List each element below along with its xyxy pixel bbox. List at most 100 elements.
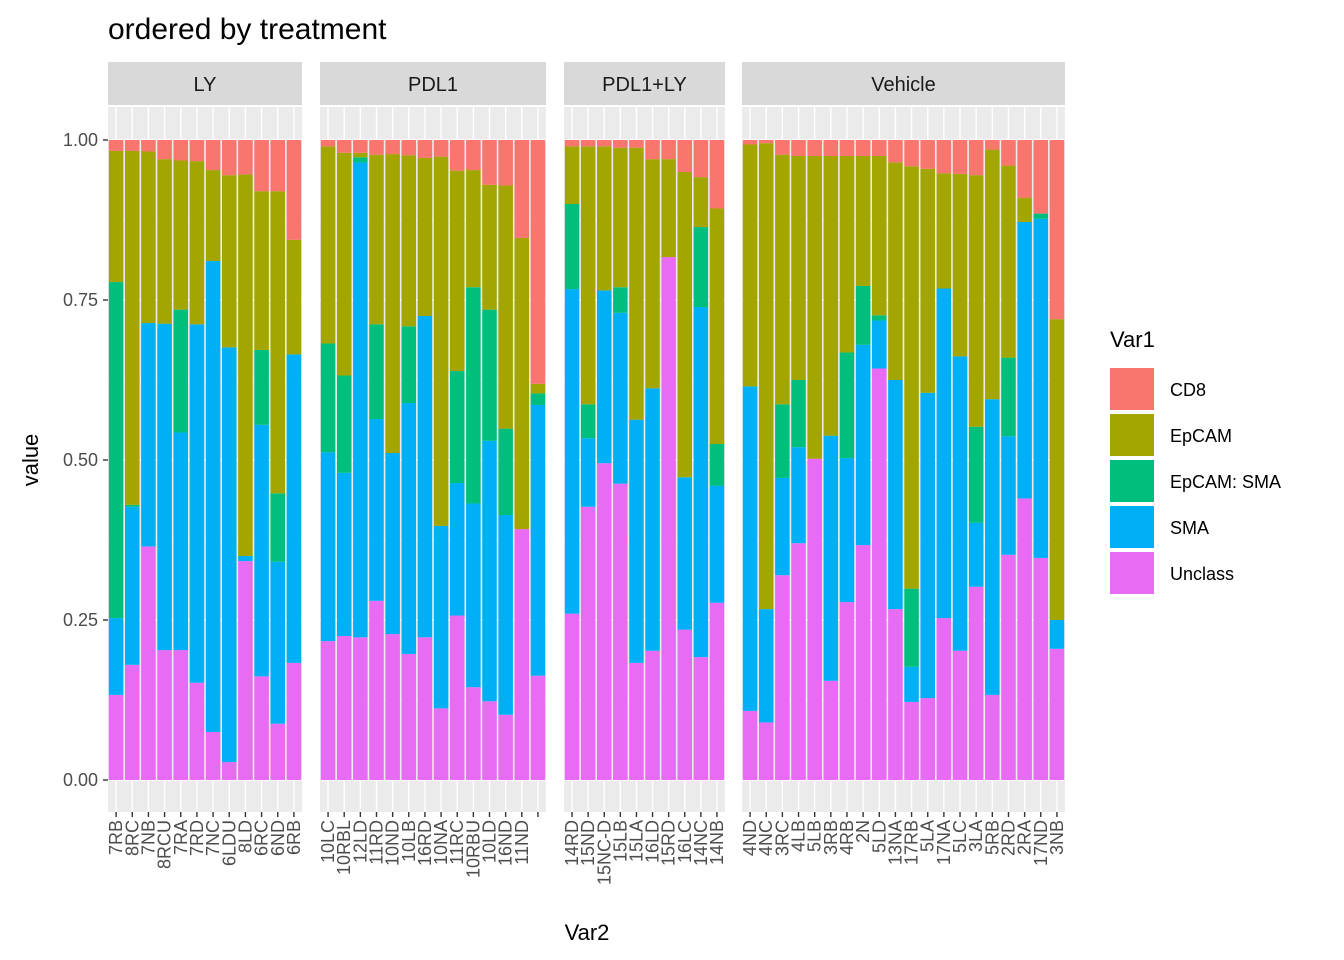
bar-segment-epcam xyxy=(775,154,790,405)
bar-segment-cd8 xyxy=(661,140,676,160)
x-tick-label: 10NA xyxy=(431,820,451,865)
bar-segment-epcam-sma xyxy=(336,375,352,473)
bar-segment-unclass xyxy=(286,662,302,780)
bar-segment-unclass xyxy=(742,710,758,780)
bar-segment-epcam xyxy=(613,147,628,288)
bar-segment-cd8 xyxy=(514,140,530,238)
bar-segment-sma xyxy=(823,435,839,681)
x-tick-label: 17NA xyxy=(934,820,954,865)
bar-segment-epcam-sma xyxy=(270,493,286,562)
bar-segment-sma xyxy=(221,347,237,763)
bar-segment-epcam xyxy=(124,150,140,505)
bar-segment-unclass xyxy=(823,680,839,780)
bar-segment-epcam xyxy=(904,166,919,589)
bar-segment-cd8 xyxy=(855,140,871,156)
bar-segment-epcam xyxy=(742,144,758,387)
bar-segment-sma xyxy=(1017,221,1032,499)
bar-segment-cd8 xyxy=(336,140,352,153)
bar-segment-epcam xyxy=(173,160,189,310)
bar-segment-sma xyxy=(564,289,580,614)
x-tick-label: 16ND xyxy=(496,820,516,866)
bar-segment-epcam xyxy=(1049,319,1065,620)
x-tick-label: 5LA xyxy=(918,820,938,852)
bar-segment-unclass xyxy=(709,602,725,780)
x-tick-label: 15NC-D xyxy=(594,820,614,885)
bar-segment-sma xyxy=(254,424,269,677)
bar-segment-cd8 xyxy=(254,140,269,192)
bar-segment-cd8 xyxy=(904,140,919,167)
x-tick-label: 10LB xyxy=(399,820,419,862)
bar-segment-unclass xyxy=(661,257,676,780)
bar-segment-sma xyxy=(1049,620,1065,649)
bar-segment-cd8 xyxy=(952,140,968,174)
bar-segment-epcam xyxy=(353,152,368,158)
x-tick-label: 10LC xyxy=(318,820,338,863)
bar-segment-epcam xyxy=(449,170,465,372)
facet-strip xyxy=(108,62,302,105)
bar-segment-epcam xyxy=(157,159,172,324)
bar-segment-sma xyxy=(968,522,984,587)
bar-segment-cd8 xyxy=(985,140,1000,150)
x-tick-label: 8RCU xyxy=(155,820,175,869)
bar-segment-sma xyxy=(693,307,709,658)
bar-segment-sma xyxy=(108,618,124,695)
x-tick-label: 2RD xyxy=(998,820,1018,856)
x-tick-label: 3RB xyxy=(821,820,841,855)
bar-segment-epcam xyxy=(580,146,596,405)
y-tick-label: 0.50 xyxy=(63,450,98,470)
bar-segment-epcam-sma xyxy=(904,588,919,667)
bar-segment-unclass xyxy=(693,657,709,780)
bar-segment-sma xyxy=(385,452,400,635)
bar-segment-sma xyxy=(157,323,172,651)
bar-segment-cd8 xyxy=(417,140,433,158)
y-tick-label: 1.00 xyxy=(63,130,98,150)
bar-segment-cd8 xyxy=(888,140,903,163)
bar-segment-cd8 xyxy=(775,140,790,155)
bar-segment-epcam xyxy=(920,168,935,393)
bar-segment-epcam xyxy=(401,155,417,327)
bar-segment-epcam-sma xyxy=(320,343,336,453)
y-axis: 0.00 0.25 0.50 0.75 1.00 xyxy=(63,130,108,790)
bar-segment-sma xyxy=(904,666,919,702)
chart-title: ordered by treatment xyxy=(108,13,387,46)
x-tick-label: 15LB xyxy=(610,820,630,862)
bar-segment-cd8 xyxy=(124,140,140,151)
bar-segment-unclass xyxy=(904,701,919,780)
bar-segment-sma xyxy=(270,561,286,724)
bar-segment-epcam-sma xyxy=(693,227,709,308)
bar-segment-unclass xyxy=(758,722,774,780)
bar-segment-epcam-sma xyxy=(839,352,855,459)
bar-segment-epcam-sma xyxy=(968,426,984,523)
bar-segment-cd8 xyxy=(1033,140,1049,214)
x-tick-label: 3RC xyxy=(772,820,792,856)
bar-segment-epcam-sma xyxy=(580,404,596,439)
bar-segment-sma xyxy=(1001,436,1016,555)
bar-segment-cd8 xyxy=(498,140,513,186)
bar-segment-sma xyxy=(482,440,497,702)
bar-segment-sma xyxy=(205,260,221,732)
bar-segment-unclass xyxy=(238,561,253,780)
legend-key-sma xyxy=(1110,506,1154,548)
bar-segment-cd8 xyxy=(677,140,692,172)
legend-key-epcam-sma xyxy=(1110,460,1154,502)
bar-segment-sma xyxy=(839,458,855,603)
bar-segment-sma xyxy=(677,477,692,630)
bar-segment-epcam xyxy=(791,156,806,380)
bar-segment-unclass xyxy=(433,708,449,780)
bar-segment-cd8 xyxy=(807,140,822,156)
x-tick-label: 10RBU xyxy=(463,820,483,878)
legend-label: SMA xyxy=(1170,518,1209,538)
bar-segment-cd8 xyxy=(108,140,124,151)
x-tick-label: 16RD xyxy=(415,820,435,866)
x-tick-label: 10ND xyxy=(383,820,403,866)
bar-segment-unclass xyxy=(872,368,887,780)
bar-segment-sma xyxy=(613,312,628,484)
bar-segment-epcam-sma xyxy=(775,404,790,478)
legend: Var1 CD8 EpCAM EpCAM: SMA SMA Unclass xyxy=(1110,327,1281,594)
bar-segment-unclass xyxy=(369,600,384,780)
bar-segment-epcam xyxy=(530,383,546,394)
bar-segment-epcam-sma xyxy=(173,309,189,433)
bar-segment-sma xyxy=(645,388,660,651)
bar-segment-epcam-sma xyxy=(791,380,806,448)
bar-segment-epcam-sma xyxy=(466,287,481,504)
